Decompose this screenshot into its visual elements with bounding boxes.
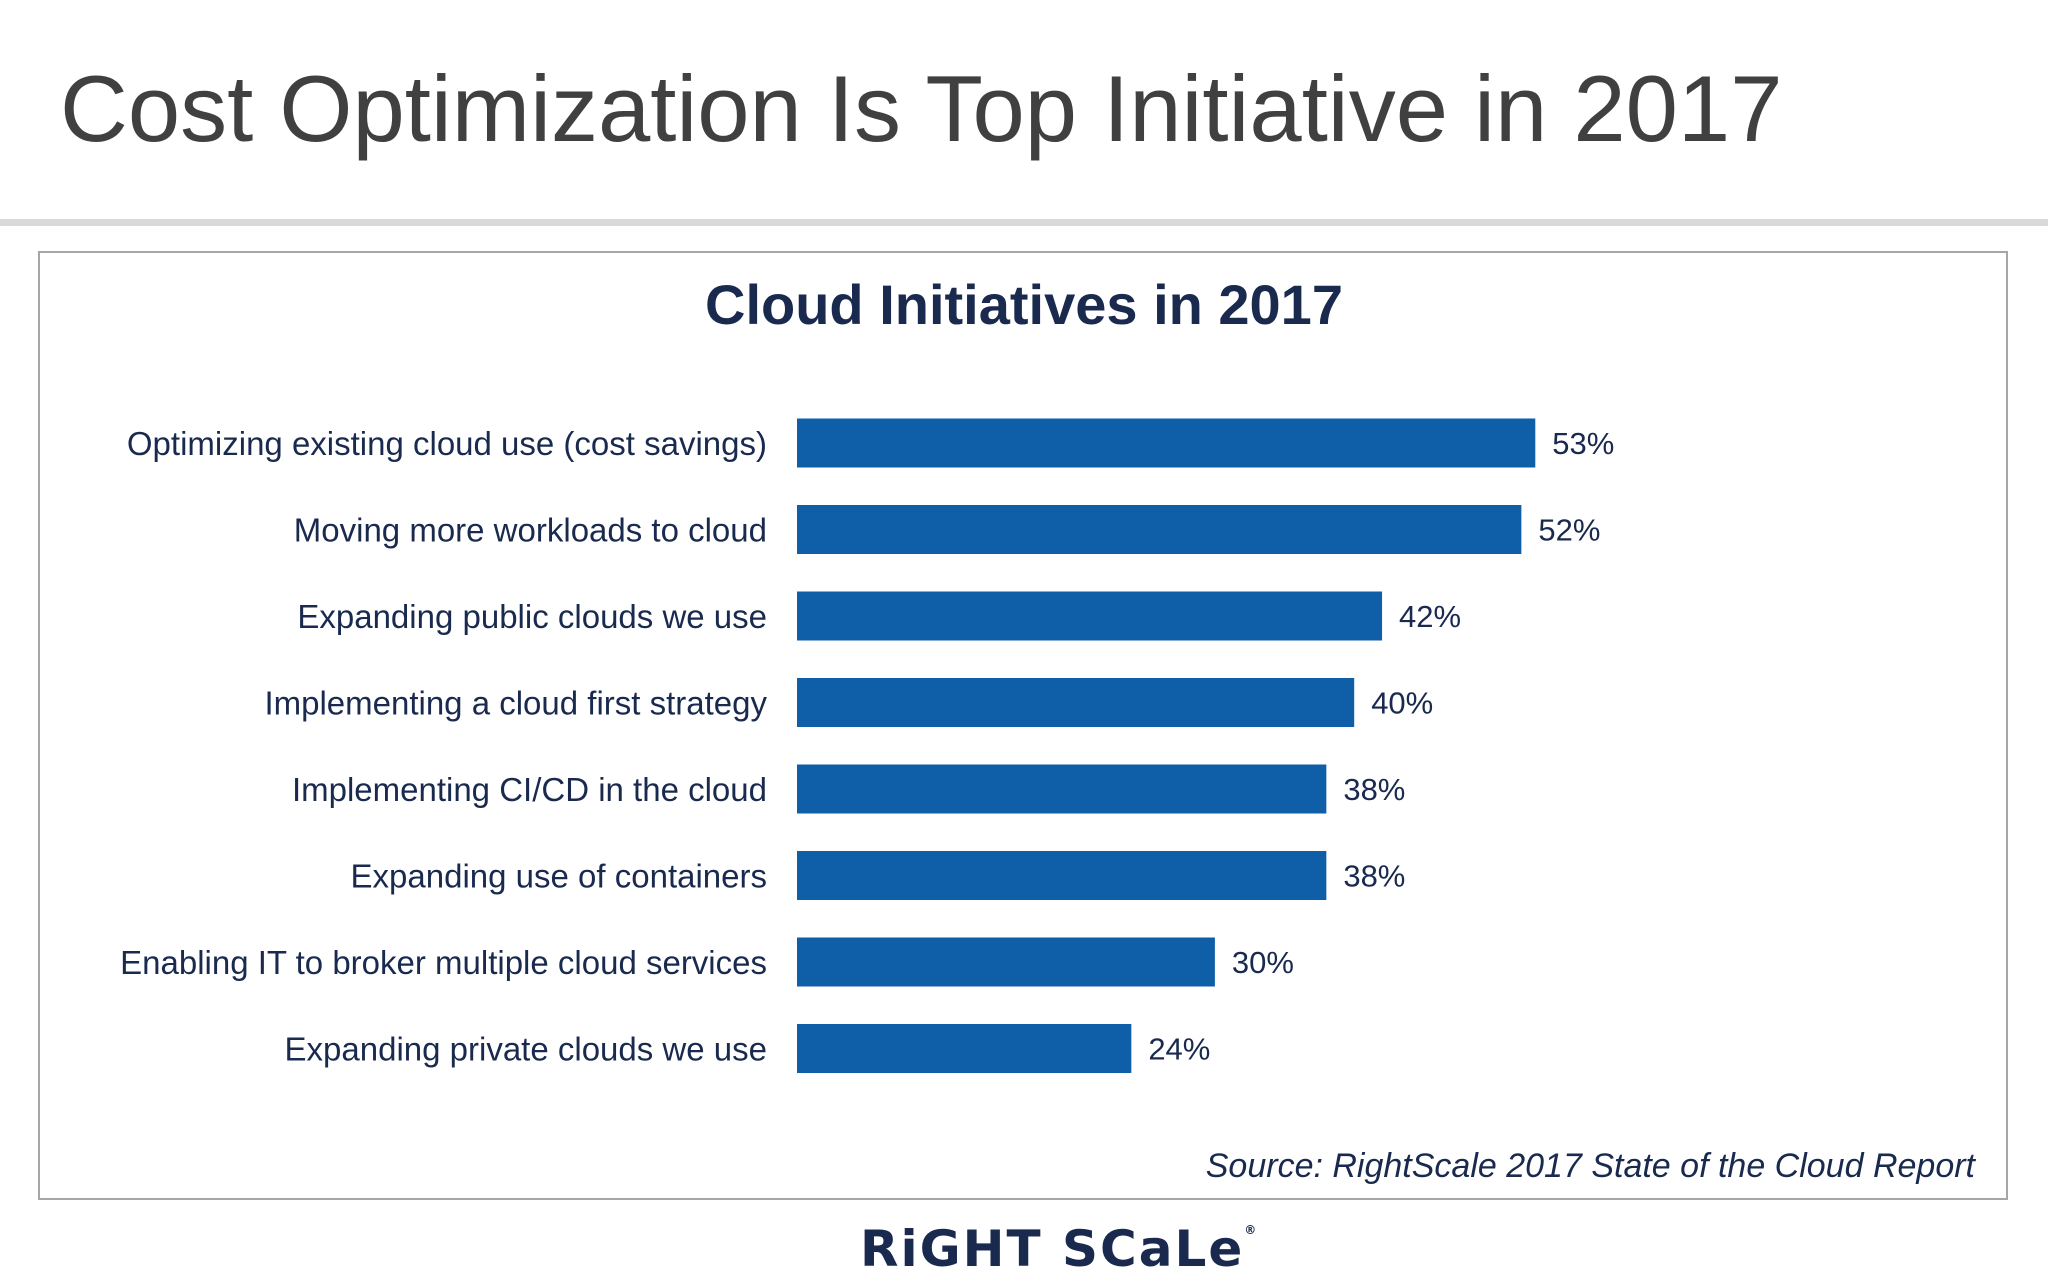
- category-labels: Optimizing existing cloud use (cost savi…: [120, 425, 767, 1068]
- category-label: Optimizing existing cloud use (cost savi…: [127, 425, 767, 462]
- category-label: Enabling IT to broker multiple cloud ser…: [120, 944, 767, 981]
- rightscale-logo: RiGHT SCaLe®: [860, 1224, 1258, 1274]
- category-label: Expanding public clouds we use: [297, 598, 767, 635]
- bar: [797, 505, 1522, 554]
- category-label: Implementing a cloud first strategy: [264, 685, 767, 722]
- bar: [797, 678, 1355, 727]
- value-label: 52%: [1538, 513, 1600, 548]
- category-label: Expanding use of containers: [351, 858, 767, 895]
- value-label: 38%: [1343, 772, 1405, 807]
- category-label: Moving more workloads to cloud: [294, 512, 767, 549]
- bar: [797, 591, 1383, 641]
- bars: [797, 418, 1536, 1073]
- slide-title: Cost Optimization Is Top Initiative in 2…: [60, 56, 1783, 161]
- bar: [797, 764, 1327, 814]
- value-label: 40%: [1371, 686, 1433, 721]
- value-label: 53%: [1552, 426, 1614, 461]
- category-label: Implementing CI/CD in the cloud: [292, 771, 767, 808]
- value-label: 42%: [1399, 599, 1461, 634]
- value-labels: 53% 52% 42% 40% 38% 38% 30% 24%: [1148, 426, 1614, 1067]
- bar: [797, 418, 1536, 468]
- bar: [797, 937, 1215, 987]
- bar: [797, 1024, 1132, 1073]
- value-label: 30%: [1232, 945, 1294, 980]
- bar: [797, 851, 1327, 900]
- source-note: Source: RightScale 2017 State of the Clo…: [1205, 1147, 1975, 1185]
- chart-title: Cloud Initiatives in 2017: [705, 273, 1343, 336]
- value-label: 24%: [1148, 1032, 1210, 1067]
- logo-text: RiGHT SCaLe: [860, 1220, 1245, 1278]
- category-label: Expanding private clouds we use: [285, 1031, 767, 1068]
- registered-mark: ®: [1244, 1223, 1259, 1237]
- value-label: 38%: [1343, 859, 1405, 894]
- title-divider: [0, 219, 2048, 226]
